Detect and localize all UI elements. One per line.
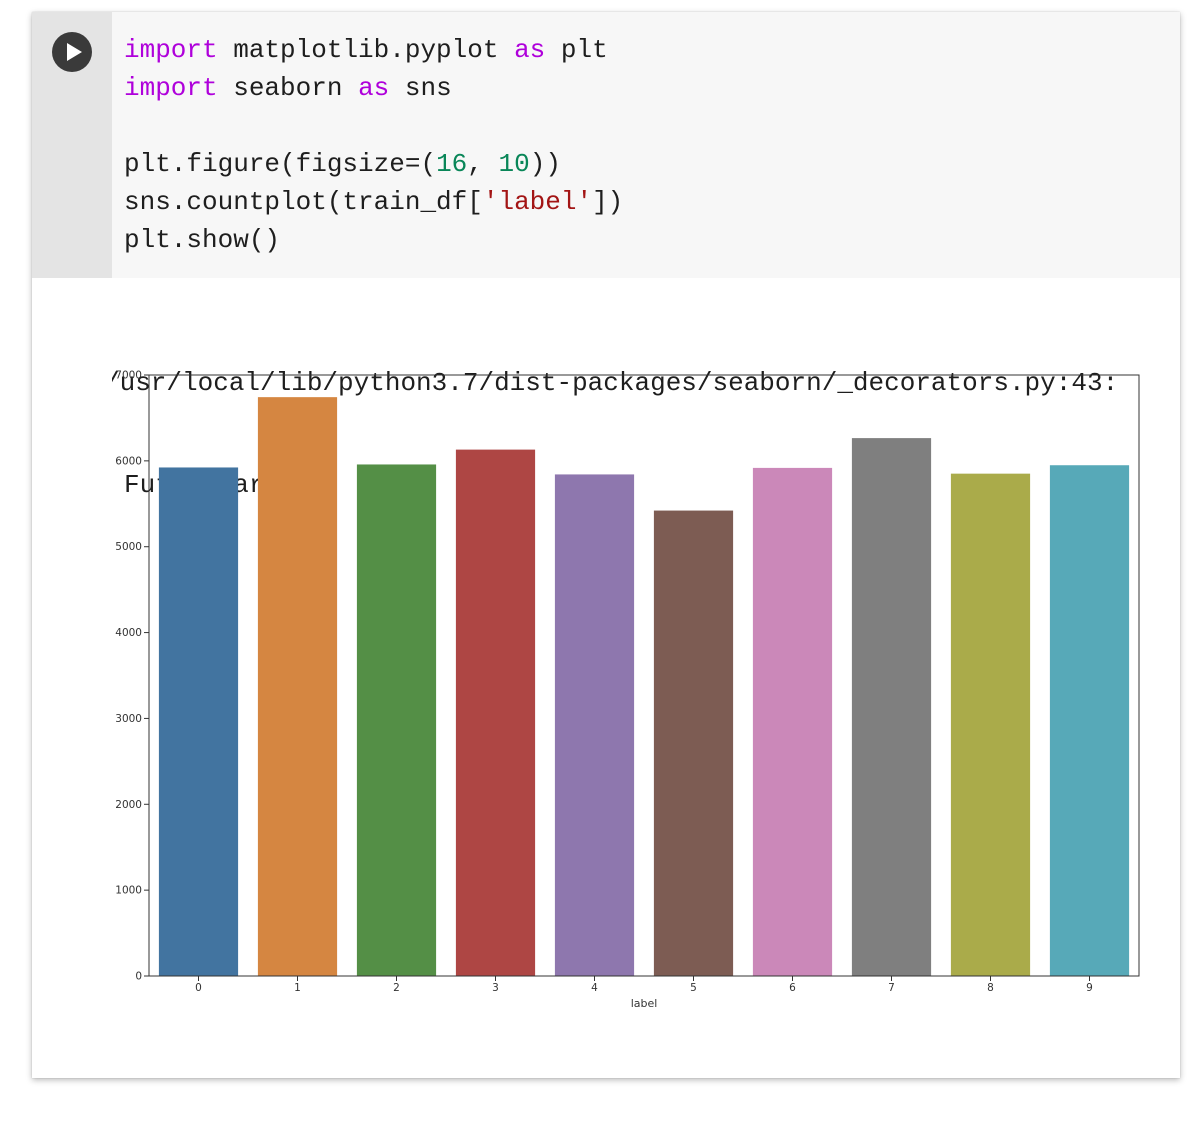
- countplot-chart: 0 1000 2000 3000 4000 5000 6000 7000 0 1 2 3 4 5 6 7 8 9 l…: [115, 370, 1140, 1010]
- code-token: 'label': [482, 187, 593, 217]
- run-cell-button[interactable]: [52, 32, 92, 72]
- y-tick-label: 7000: [115, 370, 142, 382]
- x-tick-label: 5: [690, 982, 697, 994]
- bar-9: [1049, 465, 1130, 976]
- code-text[interactable]: import matplotlib.pyplot as plt import se…: [124, 31, 623, 259]
- cell-output: /usr/local/lib/python3.7/dist-packages/s…: [32, 278, 1180, 1078]
- x-tick-label: 4: [591, 982, 598, 994]
- cell-gutter: [32, 12, 112, 278]
- bar-2: [356, 464, 437, 976]
- bar-8: [950, 473, 1031, 976]
- code-token: import: [124, 35, 218, 65]
- bar-6: [752, 467, 833, 976]
- bar-4: [554, 474, 635, 976]
- notebook-cell: import matplotlib.pyplot as plt import se…: [32, 12, 1180, 1078]
- y-tick-label: 1000: [115, 885, 142, 897]
- code-line: import seaborn as sns: [124, 69, 623, 107]
- plot-frame: [148, 374, 1140, 977]
- code-token: )): [529, 149, 561, 179]
- x-tick-label: 0: [195, 982, 202, 994]
- code-token: import: [124, 73, 218, 103]
- code-editor[interactable]: import matplotlib.pyplot as plt import se…: [112, 12, 1180, 278]
- play-icon: [67, 43, 82, 61]
- x-tick-label: 2: [393, 982, 400, 994]
- code-token: ,: [467, 149, 499, 179]
- code-line: plt.figure(figsize=(16, 10)): [124, 145, 623, 183]
- x-tick-label: 3: [492, 982, 499, 994]
- code-token: 10: [498, 149, 530, 179]
- x-tick-label: 7: [888, 982, 895, 994]
- y-tick-label: 5000: [115, 541, 142, 553]
- bar-1: [257, 397, 338, 977]
- code-token: plt.show(): [124, 225, 281, 255]
- code-token: ]): [592, 187, 624, 217]
- code-token: as: [358, 73, 390, 103]
- x-tick-label: 9: [1086, 982, 1093, 994]
- y-tick-label: 4000: [115, 627, 142, 639]
- code-token: plt.figure(figsize=(: [124, 149, 437, 179]
- code-token: plt: [545, 35, 608, 65]
- bar-3: [455, 449, 536, 976]
- bar-0: [158, 467, 239, 976]
- bar-7: [851, 438, 932, 976]
- code-line: sns.countplot(train_df['label']): [124, 183, 623, 221]
- bar-5: [653, 510, 734, 976]
- x-tick-label: 1: [294, 982, 301, 994]
- y-tick-label: 2000: [115, 799, 142, 811]
- x-tick-label: 8: [987, 982, 994, 994]
- code-token: 16: [436, 149, 468, 179]
- y-tick-label: 0: [135, 971, 142, 983]
- warning-path: /usr/local/lib/python3.7/dist-packages/s…: [112, 368, 1119, 398]
- y-tick-label: 6000: [115, 455, 142, 467]
- y-tick-label: 3000: [115, 713, 142, 725]
- code-token: sns: [389, 73, 452, 103]
- code-line: plt.show(): [124, 221, 623, 259]
- x-axis-label: label: [631, 997, 658, 1010]
- code-token: sns.countplot(train_df[: [124, 187, 483, 217]
- code-token: matplotlib.pyplot: [217, 35, 515, 65]
- code-line: import matplotlib.pyplot as plt: [124, 31, 623, 69]
- code-token: as: [514, 35, 546, 65]
- x-tick-label: 6: [789, 982, 796, 994]
- code-token: seaborn: [217, 73, 359, 103]
- code-line: [124, 107, 623, 145]
